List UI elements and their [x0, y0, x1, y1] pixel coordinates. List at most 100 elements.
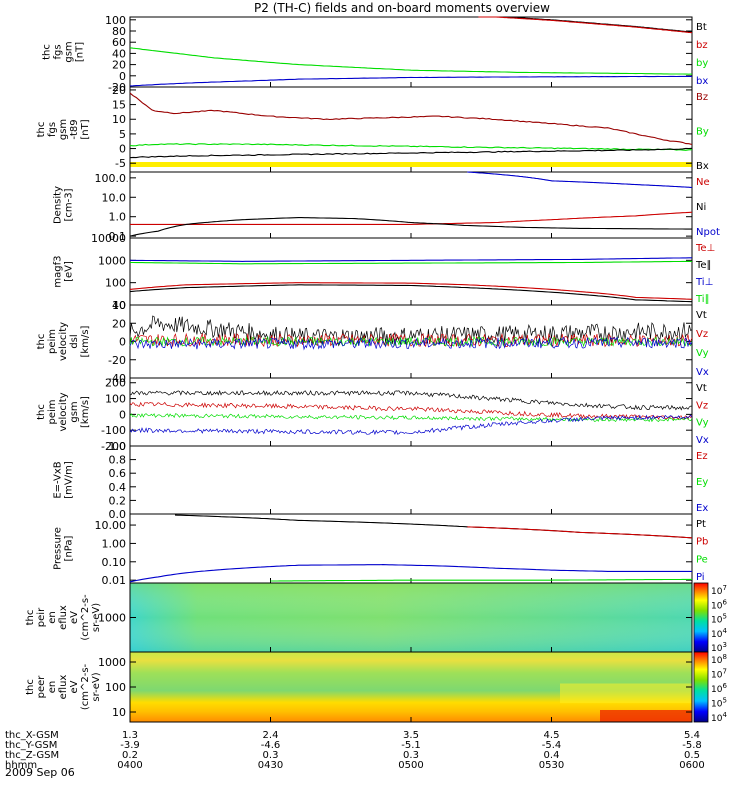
legend-Te⊥: Te⊥: [695, 243, 715, 254]
y-axis-label: [eV]: [64, 261, 75, 282]
y-tick-label: 20: [112, 317, 126, 330]
y-tick-label: 5: [119, 128, 126, 141]
y-tick-label: 0.10: [102, 556, 127, 569]
spectrogram-hot-region: [560, 683, 692, 704]
axis-row-value: -4.6: [261, 740, 281, 751]
axis-row-value: 0.4: [544, 750, 560, 761]
y-axis-label: eflux: [58, 605, 69, 630]
series-Vt: [129, 389, 692, 411]
series-Bz: [129, 92, 693, 146]
y-tick-label: 1000: [98, 612, 126, 625]
legend-Vx: Vx: [696, 435, 709, 446]
legend-Ni: Ni: [696, 202, 706, 213]
legend-Pi: Pi: [696, 572, 705, 583]
series-Pe: [270, 578, 692, 582]
y-axis-label: [km/s]: [80, 396, 91, 428]
y-tick-label: 0.0: [109, 508, 127, 521]
colorbar-p10: [693, 651, 709, 723]
legend-Vy: Vy: [696, 418, 709, 429]
y-axis-label: [nT]: [80, 119, 91, 139]
axis-row-value: 0.5: [684, 750, 700, 761]
y-tick-label: 100.0: [95, 172, 127, 185]
axis-row-value: 0400: [117, 760, 142, 771]
colorbar-label: 106: [711, 682, 727, 695]
y-axis-label: peim: [47, 329, 58, 354]
panel-frame: [129, 86, 693, 173]
axis-row-value: 0530: [539, 760, 564, 771]
y-tick-label: 1.0: [109, 440, 127, 453]
y-axis-label: thc: [36, 334, 47, 350]
colorbar-label: 104: [711, 711, 727, 724]
axis-row-label: thc_X-GSM: [5, 730, 59, 741]
y-tick-label: -200: [101, 440, 126, 453]
y-tick-label: 0.6: [109, 467, 127, 480]
y-tick-label: 10: [112, 299, 126, 312]
series-by: [129, 47, 693, 75]
y-tick-label: 0: [119, 336, 126, 349]
series-Vt: [129, 315, 693, 347]
y-axis-label: [mV/m]: [64, 461, 75, 499]
y-axis-label: gsm: [58, 119, 69, 140]
legend-Pe: Pe: [696, 554, 708, 565]
series-By: [129, 143, 693, 151]
axis-row-value: -5.1: [401, 740, 421, 751]
legend-bz: bz: [696, 40, 708, 51]
y-tick-label: 60: [112, 36, 126, 49]
y-axis-label: sr-eV): [91, 603, 102, 632]
y-axis-label: gsm: [64, 41, 75, 62]
y-axis-label: (cm^2-s-: [80, 594, 91, 641]
y-axis-label: [cm-3]: [64, 188, 75, 221]
legend-Ne: Ne: [696, 177, 710, 188]
y-axis-label: fgs: [47, 122, 58, 137]
panel-frame: [129, 445, 693, 515]
legend-Vy: Vy: [696, 348, 709, 359]
series-Vx: [129, 414, 693, 436]
spectrogram-shading: [130, 583, 692, 652]
y-tick-label: 20: [112, 59, 126, 72]
colorbar-label: 106: [711, 598, 727, 611]
panel-p7: 1.00.80.60.40.20.0 E=-VxB [mV/m] Ez Ey Ex: [53, 440, 709, 521]
legend-Pt: Pt: [696, 519, 706, 530]
y-axis-label: thc: [42, 44, 53, 60]
y-tick-label: 1000: [98, 254, 126, 267]
legend-Ti∥: Ti∥: [695, 294, 710, 305]
y-axis-label: thc: [36, 404, 47, 420]
y-axis-label: sr-eV): [91, 672, 102, 701]
y-tick-label: 0.2: [109, 494, 127, 507]
colorbar-label: 107: [711, 668, 727, 681]
axis-row-value: 0.2: [122, 750, 138, 761]
y-tick-label: 100: [105, 277, 126, 290]
y-axis-label: Pressure: [53, 527, 64, 570]
y-tick-label: 10: [112, 706, 126, 719]
y-axis-label: magf3: [53, 255, 64, 287]
axis-row-label: hhmm: [5, 760, 37, 771]
legend-Npot: Npot: [696, 227, 720, 238]
y-axis-label: E=-VxB: [53, 461, 64, 498]
y-tick-label: 10.00: [95, 519, 127, 532]
y-axis-label: thc: [25, 679, 36, 695]
y-axis-label: [km/s]: [80, 325, 91, 357]
legend-Vt: Vt: [696, 310, 707, 321]
legend-by: by: [696, 58, 708, 69]
axis-row-value: 2.4: [263, 730, 279, 741]
axis-row-value: 5.4: [684, 730, 700, 741]
y-axis-label: en: [47, 681, 58, 694]
series-Ti∥: [130, 260, 692, 265]
legend-By: By: [696, 127, 709, 138]
y-axis-label: thc: [25, 610, 36, 626]
legend-Te∥: Te∥: [695, 260, 712, 271]
quality-flag-band: [130, 162, 692, 167]
y-tick-label: 200: [105, 377, 126, 390]
legend-Bt: Bt: [696, 22, 707, 33]
y-tick-label: 0: [119, 408, 126, 421]
panel-p4: 10000 1000 100 10 magf3 [eV] Te⊥ Te∥ Ti⊥ Ti∥: [53, 232, 716, 312]
series-Pb: [467, 526, 693, 539]
y-tick-label: 40: [112, 47, 126, 60]
y-axis-label: eV: [69, 680, 80, 693]
y-tick-label: -20: [108, 81, 126, 94]
y-axis-label: peim: [47, 399, 58, 424]
